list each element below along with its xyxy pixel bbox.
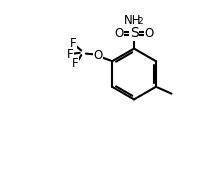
Text: O: O	[94, 49, 103, 62]
Text: S: S	[130, 26, 138, 40]
Text: F: F	[70, 37, 76, 50]
Text: 2: 2	[137, 17, 143, 26]
Text: F: F	[66, 48, 73, 61]
Text: O: O	[114, 27, 123, 40]
Text: O: O	[145, 27, 154, 40]
Text: F: F	[72, 57, 78, 70]
Text: NH: NH	[124, 14, 141, 27]
